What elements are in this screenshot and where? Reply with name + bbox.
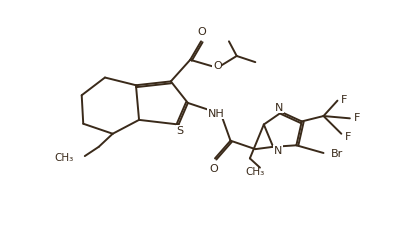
- Text: CH₃: CH₃: [55, 153, 74, 163]
- Text: Br: Br: [331, 149, 343, 159]
- Text: F: F: [354, 113, 360, 123]
- Text: CH₃: CH₃: [245, 167, 264, 177]
- Text: NH: NH: [207, 109, 224, 119]
- Text: F: F: [344, 132, 351, 142]
- Text: N: N: [274, 146, 282, 156]
- Text: O: O: [213, 61, 222, 71]
- Text: O: O: [209, 164, 218, 174]
- Text: F: F: [342, 95, 348, 105]
- Text: N: N: [275, 103, 283, 113]
- Text: S: S: [176, 126, 184, 136]
- Text: O: O: [197, 27, 206, 38]
